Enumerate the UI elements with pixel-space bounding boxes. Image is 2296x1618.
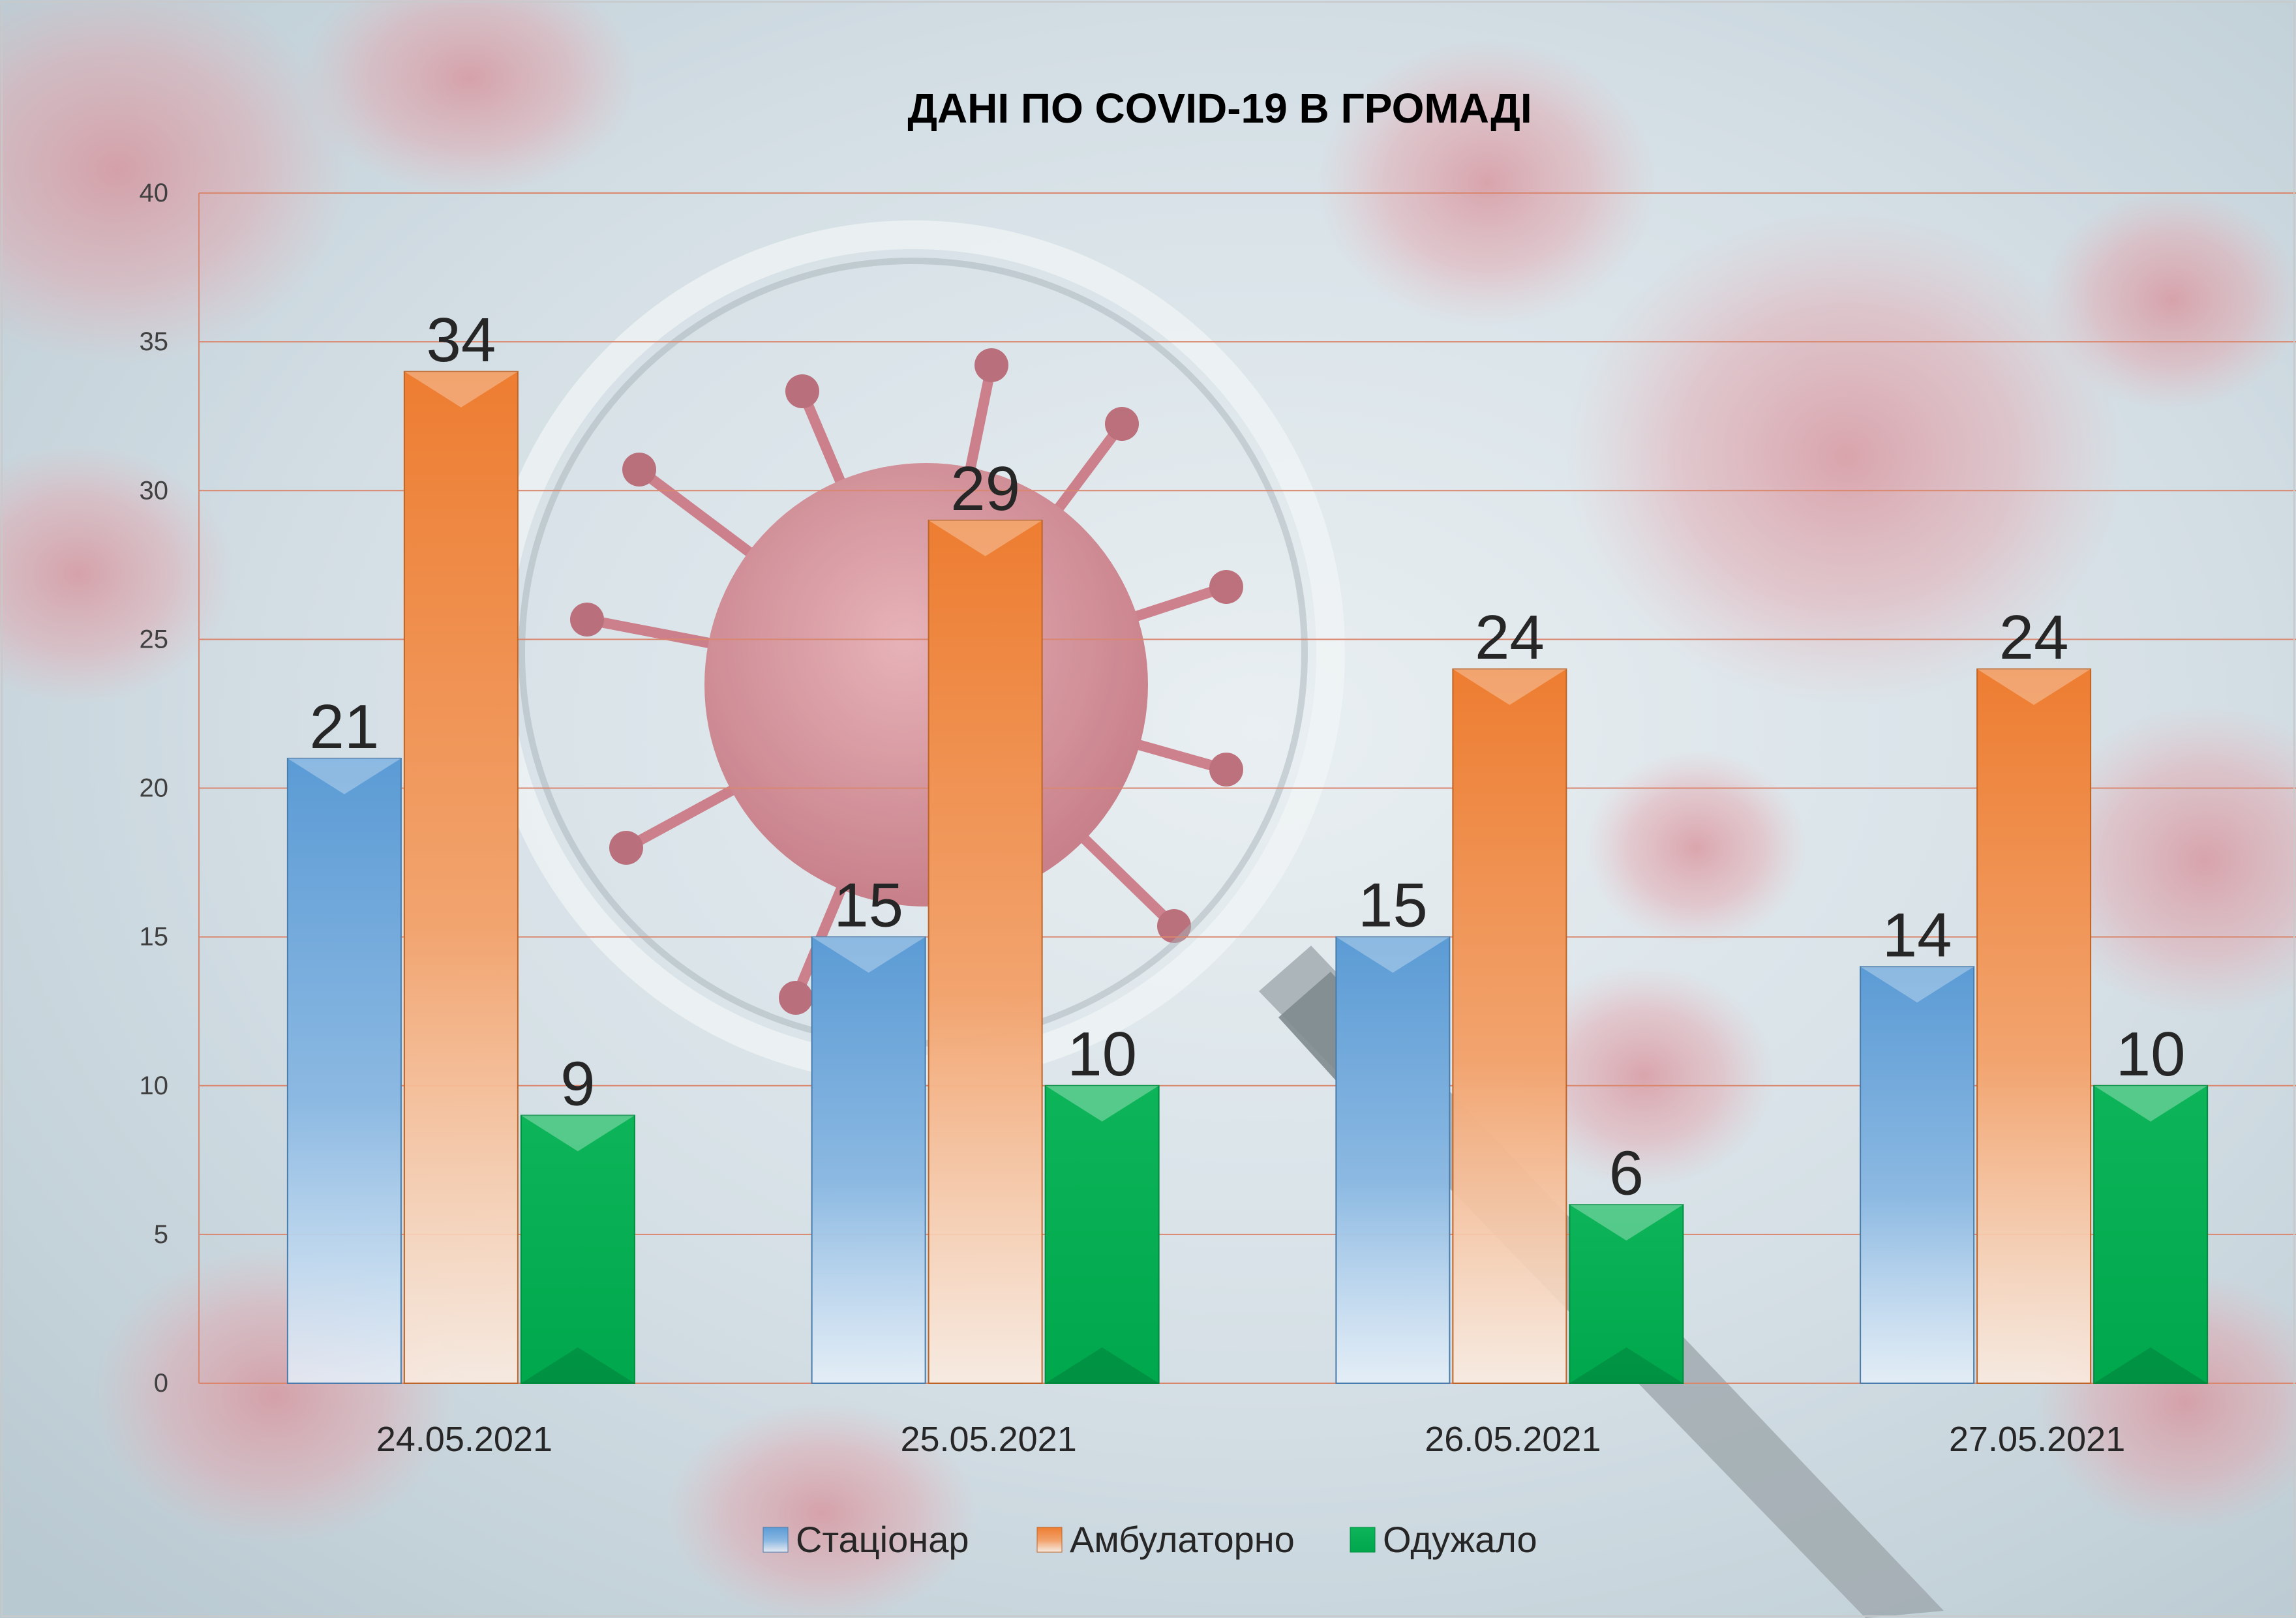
- bar: [1860, 966, 1975, 1384]
- bar-bevel: [1045, 1085, 1159, 1122]
- bar: [2093, 1085, 2209, 1384]
- bar-bevel: [1045, 1347, 1159, 1383]
- bar: [1044, 1085, 1160, 1384]
- legend-label: Одужало: [1383, 1519, 1537, 1560]
- legend-swatch: [763, 1527, 789, 1553]
- y-tick-label: 20: [140, 774, 169, 803]
- bar: [1976, 668, 2092, 1384]
- bar: [811, 936, 926, 1384]
- legend-label: Стаціонар: [796, 1519, 969, 1560]
- x-tick-label: 27.05.2021: [1949, 1420, 2125, 1459]
- chart-title: ДАНІ ПО COVID-19 В ГРОМАДІ: [907, 85, 1532, 132]
- bar-bevel: [1977, 669, 2091, 705]
- data-label: 24: [1999, 603, 2069, 672]
- bar-bevel: [521, 1115, 635, 1152]
- data-label: 14: [1882, 900, 1952, 970]
- bar-bevel: [1860, 966, 1974, 1003]
- data-label: 10: [2116, 1019, 2186, 1089]
- y-axis: 0 5 10 15 20 25 30 35 40: [140, 179, 200, 1398]
- data-label: 15: [1358, 871, 1428, 940]
- bar-bevel: [1569, 1347, 1684, 1383]
- bar-bevel: [2094, 1347, 2208, 1383]
- bar-bevel: [1569, 1205, 1684, 1241]
- x-tick-label: 25.05.2021: [900, 1420, 1076, 1459]
- x-tick-label: 26.05.2021: [1425, 1420, 1601, 1459]
- y-tick-label: 30: [140, 476, 169, 505]
- bar-bevel: [1453, 669, 1567, 705]
- bar-bevel: [404, 371, 518, 408]
- bar-bevel: [1336, 936, 1450, 973]
- bar: [286, 757, 402, 1384]
- bar-bevel: [521, 1347, 635, 1383]
- bar-bevel: [811, 936, 926, 973]
- bar-bevel: [2094, 1085, 2208, 1122]
- data-label: 9: [560, 1049, 595, 1118]
- y-tick-label: 35: [140, 327, 169, 356]
- bar-bevel: [928, 520, 1042, 556]
- y-tick-label: 5: [154, 1220, 168, 1249]
- bar: [403, 370, 519, 1384]
- bar: [520, 1115, 635, 1384]
- bar: [928, 519, 1043, 1384]
- data-label: 24: [1475, 603, 1545, 672]
- y-tick-label: 10: [140, 1071, 169, 1100]
- bars: [286, 370, 2209, 1384]
- data-label: 29: [950, 454, 1020, 524]
- legend-swatch: [1036, 1527, 1063, 1553]
- legend-label: Амбулаторно: [1070, 1519, 1295, 1560]
- bar: [1569, 1204, 1684, 1384]
- x-axis: 24.05.2021 25.05.2021 26.05.2021 27.05.2021: [376, 1420, 2126, 1459]
- legend-swatch: [1350, 1527, 1376, 1553]
- data-label: 34: [426, 305, 496, 375]
- data-label: 10: [1067, 1019, 1137, 1089]
- y-tick-label: 25: [140, 625, 169, 653]
- bar-bevel: [287, 758, 401, 794]
- data-label: 15: [834, 871, 903, 940]
- bar: [1335, 936, 1451, 1384]
- data-label: 21: [309, 692, 379, 762]
- y-tick-label: 0: [154, 1369, 168, 1398]
- data-labels: 21 34 9 15 29 10 15 24 6 14 24 10: [309, 305, 2185, 1208]
- bar: [1452, 668, 1567, 1384]
- y-tick-label: 15: [140, 923, 169, 951]
- legend: Стаціонар Амбулаторно Одужало: [763, 1519, 1537, 1560]
- y-tick-label: 40: [140, 179, 169, 207]
- x-tick-label: 24.05.2021: [376, 1420, 552, 1459]
- data-label: 6: [1609, 1138, 1644, 1208]
